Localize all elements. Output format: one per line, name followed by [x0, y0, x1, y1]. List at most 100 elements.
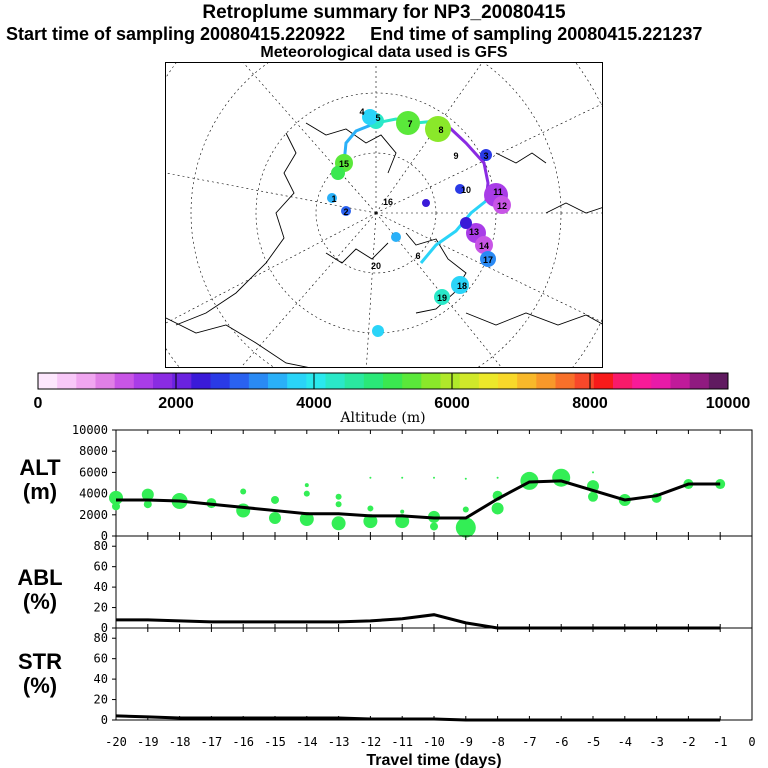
y-tick-label: 0 — [101, 621, 108, 635]
x-tick-label: -5 — [586, 735, 600, 749]
x-axis-label: Travel time (days) — [366, 752, 501, 768]
chart-title: Retroplume summary for NP3_20080415 — [202, 2, 566, 23]
particle-dot — [491, 502, 504, 515]
map-label: 14 — [479, 241, 489, 251]
time-series-panels: 0200040006000800010000020406080020406080… — [72, 423, 756, 768]
particle-dot — [462, 506, 469, 513]
colorbar-cell — [440, 373, 461, 389]
y-tick-label: 60 — [94, 560, 108, 574]
particle-dot — [304, 483, 309, 488]
map-label: 2 — [343, 207, 348, 217]
colorbar-cell — [325, 373, 346, 389]
map-label: 7 — [407, 119, 412, 129]
particle-dot — [303, 490, 310, 497]
colorbar-cell — [689, 373, 710, 389]
map-label: 5 — [375, 113, 380, 123]
particle-dot — [395, 514, 410, 529]
map-label: 11 — [493, 187, 503, 197]
colorbar-cell — [402, 373, 422, 389]
map-day-labels: 7 8 9 10 11 12 13 14 5 4 15 16 20 19 18 … — [331, 107, 507, 303]
y-tick-label: 2000 — [79, 508, 108, 522]
x-axis: -20 -19 -18 -17 -16 -15 -14 -13 -12 -11 -10 -9 -8 -7-… — [105, 735, 755, 749]
trajectory-map: 7 8 9 10 11 12 13 14 5 4 15 16 20 19 18 … — [165, 62, 603, 368]
particle-dot — [271, 495, 279, 504]
map-svg: 7 8 9 10 11 12 13 14 5 4 15 16 20 19 18 … — [166, 63, 602, 367]
colorbar-cell — [421, 373, 441, 389]
particle-dot — [592, 471, 594, 474]
x-tick-label: -16 — [232, 735, 254, 749]
colorbar-cell — [708, 373, 729, 389]
colorbar-cell — [153, 373, 173, 389]
x-tick-label: -8 — [490, 735, 504, 749]
colorbar-cell — [114, 373, 135, 389]
map-label: 12 — [497, 201, 507, 211]
x-tick-label: -11 — [391, 735, 413, 749]
median-line-alt — [116, 479, 721, 520]
colorbar-cell — [498, 373, 518, 389]
abl-ylabel-line2: (%) — [22, 589, 58, 614]
colorbar-cell — [210, 373, 231, 389]
colorbar-ticks: 0 2000 4000 6000 8000 10000 — [34, 373, 750, 412]
y-tick-label: 8000 — [79, 444, 108, 458]
particle-dot — [112, 502, 120, 511]
panel-str: 0 20 40 60 80 — [94, 627, 753, 727]
colorbar-cell — [536, 373, 556, 389]
colorbar-cell — [459, 373, 480, 389]
colorbar-tick-label: 6000 — [434, 395, 470, 412]
map-label: 16 — [383, 197, 393, 207]
y-tick-label: 4000 — [79, 487, 108, 501]
map-label: 4 — [359, 107, 364, 117]
y-tick-label: 20 — [94, 693, 108, 707]
y-tick-label: 10000 — [72, 423, 108, 437]
colorbar-cell — [517, 373, 537, 389]
particle-dot — [369, 476, 372, 479]
colorbar-cells — [38, 373, 729, 389]
colorbar-cell — [229, 373, 250, 389]
colorbar-cell — [555, 373, 576, 389]
particle-dot — [143, 500, 152, 509]
panel-frame — [115, 627, 753, 721]
map-label: 15 — [339, 159, 349, 169]
alt-ylabel-line2: (m) — [22, 479, 58, 504]
map-label: 17 — [483, 255, 493, 265]
alt-ylabel: ALT (m) — [10, 456, 70, 504]
y-tick-label: 6000 — [79, 465, 108, 479]
x-tick-label: -7 — [522, 735, 536, 749]
x-tick-label: -17 — [201, 735, 223, 749]
y-tick-label: 80 — [94, 631, 108, 645]
colorbar-svg: 0 2000 4000 6000 8000 10000 Altitude (m) — [34, 372, 750, 426]
colorbar-cell — [57, 373, 77, 389]
particle-dot — [363, 514, 378, 529]
colorbar-cell — [593, 373, 614, 389]
colorbar-cell — [172, 373, 192, 389]
particle-dot — [430, 522, 438, 531]
colorbar-cell — [248, 373, 269, 389]
median-line-abl — [116, 613, 721, 630]
particle-dot — [269, 511, 281, 524]
particle-dot — [433, 476, 435, 479]
colorbar-cell — [478, 373, 499, 389]
colorbar-cell — [287, 373, 307, 389]
x-tick-label: -9 — [459, 735, 473, 749]
x-tick-label: -13 — [328, 735, 350, 749]
panel-abl: 0 20 40 60 80 — [94, 535, 753, 635]
particle-dot — [400, 509, 405, 514]
sampling-times: Start time of sampling 20080415.220922 E… — [6, 24, 703, 44]
y-tick-label: 60 — [94, 652, 108, 666]
panel-alt: 0 2000 4000 6000 8000 10000 — [72, 423, 753, 543]
x-tick-label: 0 — [748, 735, 755, 749]
particle-dot — [299, 512, 314, 527]
colorbar-cell — [306, 373, 326, 389]
str-ylabel: STR (%) — [10, 650, 70, 698]
map-label: 9 — [453, 151, 458, 161]
colorbar-cell — [632, 373, 652, 389]
particle-dot — [141, 488, 154, 501]
colorbar-cell — [191, 373, 211, 389]
x-tick-label: -2 — [681, 735, 695, 749]
x-tick-label: -15 — [264, 735, 286, 749]
map-label: 10 — [461, 185, 471, 195]
map-label: 19 — [437, 293, 447, 303]
colorbar-label: Altitude (m) — [339, 410, 425, 426]
x-tick-label: -14 — [296, 735, 318, 749]
met-data-label: Meteorological data used is GFS — [260, 44, 508, 61]
